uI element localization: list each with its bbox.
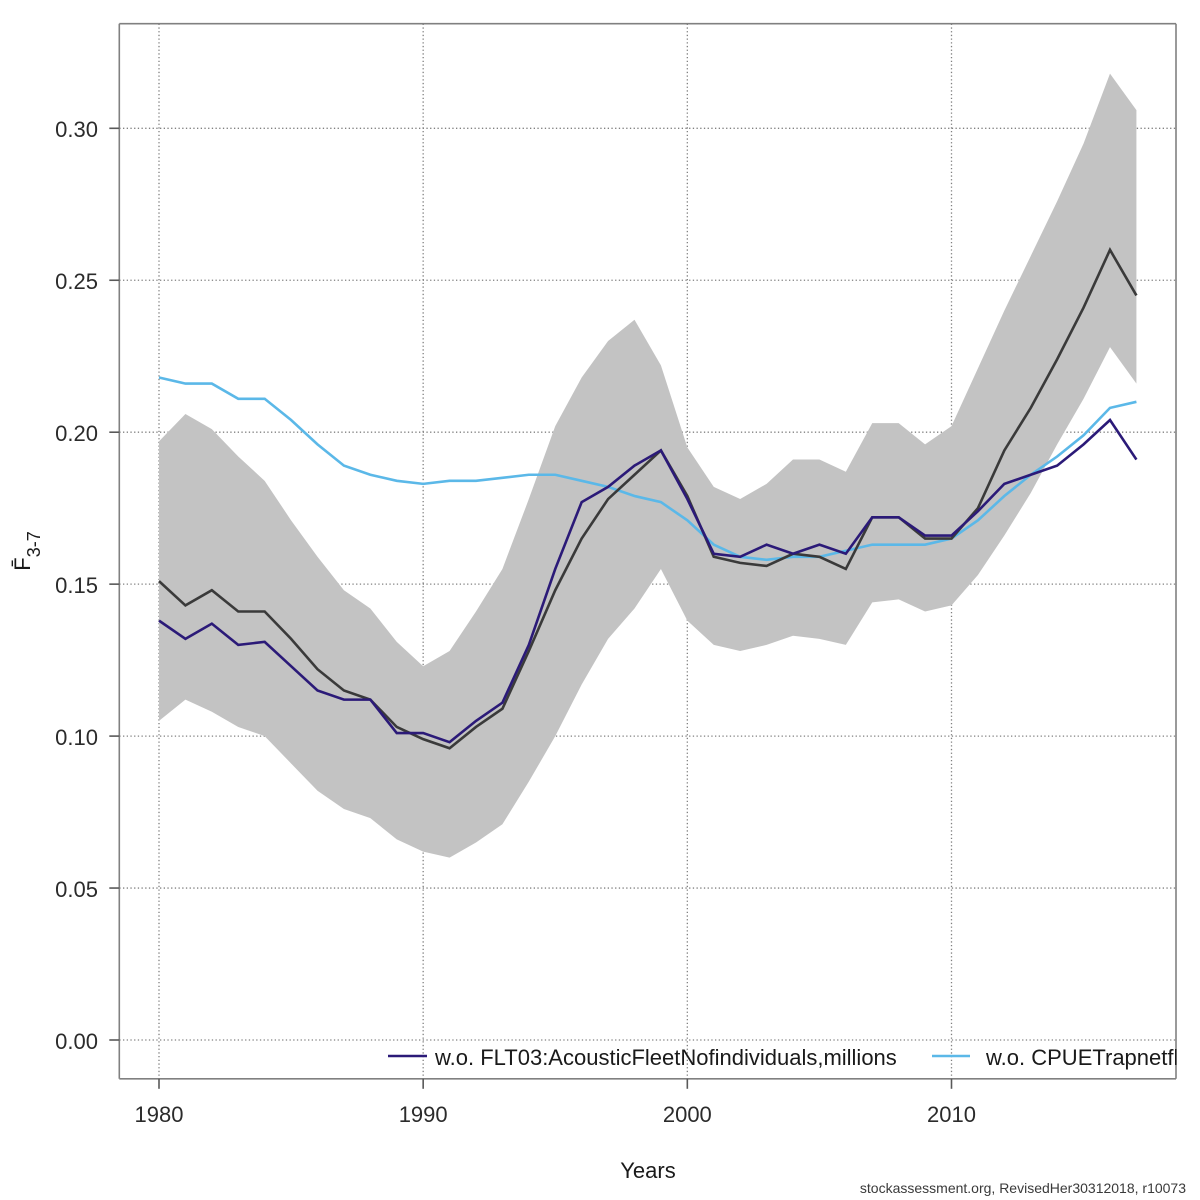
svg-text:0.30: 0.30: [55, 117, 98, 142]
svg-text:0.20: 0.20: [55, 421, 98, 446]
svg-text:2010: 2010: [927, 1102, 976, 1127]
svg-text:0.05: 0.05: [55, 877, 98, 902]
svg-text:F̄3-7: F̄3-7: [10, 531, 44, 570]
svg-text:0.15: 0.15: [55, 573, 98, 598]
svg-text:stockassessment.org, RevisedHe: stockassessment.org, RevisedHer30312018,…: [860, 1180, 1186, 1196]
svg-text:w.o. FLT03:AcousticFleetNofind: w.o. FLT03:AcousticFleetNofindividuals,m…: [434, 1045, 897, 1070]
svg-text:2000: 2000: [663, 1102, 712, 1127]
svg-text:1990: 1990: [399, 1102, 448, 1127]
svg-text:0.10: 0.10: [55, 725, 98, 750]
svg-text:1980: 1980: [135, 1102, 184, 1127]
svg-text:0.25: 0.25: [55, 269, 98, 294]
svg-text:Years: Years: [620, 1158, 675, 1183]
svg-text:0.00: 0.00: [55, 1029, 98, 1054]
svg-text:w.o. CPUETrapnetfleet: w.o. CPUETrapnetfleet: [985, 1045, 1200, 1070]
